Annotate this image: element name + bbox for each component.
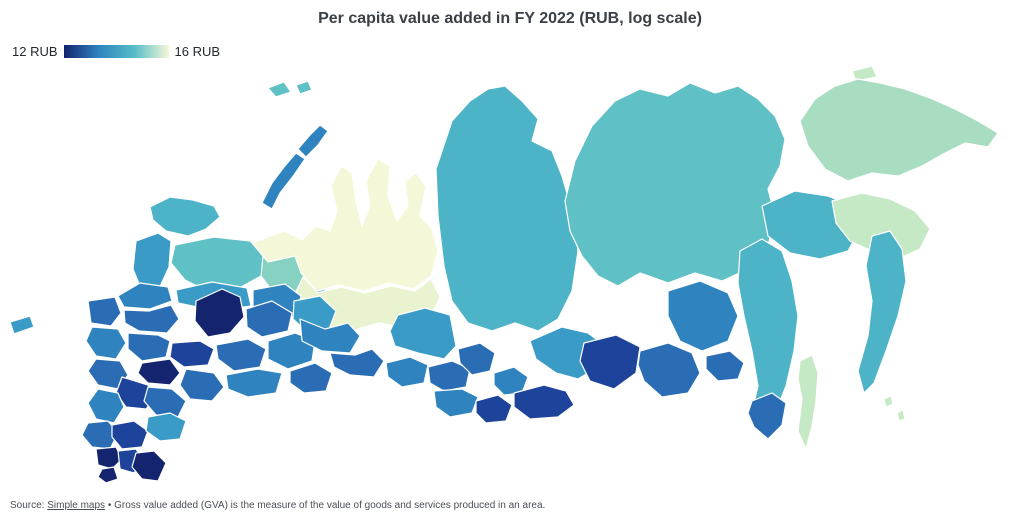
map-region[interactable] (261, 152, 306, 210)
map-region[interactable] (87, 296, 122, 327)
map-region[interactable] (297, 124, 329, 158)
map-region[interactable] (705, 350, 745, 382)
legend-max-label: 16 RUB (174, 44, 221, 59)
map-region[interactable] (111, 420, 149, 450)
map-region[interactable] (169, 340, 215, 368)
map-region[interactable] (747, 392, 787, 440)
map-region[interactable] (179, 368, 225, 402)
color-legend: 12 RUB 16 RUB (12, 44, 220, 59)
map-region[interactable] (295, 80, 313, 95)
legend-gradient-bar (63, 45, 169, 58)
map-region[interactable] (127, 332, 171, 362)
map-region[interactable] (9, 315, 35, 335)
map-region[interactable] (883, 395, 894, 408)
map-region[interactable] (149, 196, 221, 237)
map-region[interactable] (251, 158, 439, 292)
map-region[interactable] (145, 412, 187, 442)
map-region[interactable] (637, 342, 701, 398)
map-region[interactable] (87, 388, 125, 424)
map-region[interactable] (95, 446, 123, 470)
source-prefix: Source: (10, 500, 45, 511)
map-region[interactable] (851, 65, 878, 82)
map-region[interactable] (564, 82, 786, 287)
source-note: Source: Simple maps • Gross value added … (10, 500, 545, 511)
page-title: Per capita value added in FY 2022 (RUB, … (318, 10, 702, 27)
map-region[interactable] (97, 466, 119, 484)
map-region[interactable] (123, 304, 180, 334)
map-region[interactable] (513, 384, 575, 420)
map-region[interactable] (667, 280, 739, 352)
map-region[interactable] (427, 360, 471, 392)
source-link[interactable]: Simple maps (47, 500, 106, 511)
map-region[interactable] (299, 318, 361, 354)
map-region[interactable] (267, 81, 292, 98)
map-region[interactable] (245, 300, 293, 338)
map-region[interactable] (799, 78, 999, 182)
map-region[interactable] (857, 230, 907, 394)
gva-note: Gross value added (GVA) is the measure o… (114, 500, 546, 511)
map-region[interactable] (433, 388, 479, 418)
map-region[interactable] (475, 394, 513, 424)
map-region[interactable] (137, 358, 181, 386)
map-region[interactable] (385, 356, 429, 388)
map-region[interactable] (194, 288, 245, 338)
map-region[interactable] (117, 282, 173, 310)
map-region[interactable] (225, 368, 283, 398)
map-region[interactable] (85, 326, 127, 360)
map-region[interactable] (389, 307, 457, 360)
map-region[interactable] (831, 192, 931, 260)
map-region[interactable] (170, 236, 267, 293)
map-region[interactable] (457, 342, 496, 376)
map-region[interactable] (579, 334, 641, 390)
map-region[interactable] (329, 348, 385, 378)
map-region[interactable] (143, 386, 187, 418)
legend-min-label: 12 RUB (12, 44, 58, 59)
map-region[interactable] (435, 85, 579, 332)
map-region[interactable] (132, 232, 172, 297)
map-region[interactable] (215, 338, 267, 372)
map-region[interactable] (797, 354, 819, 450)
map-region[interactable] (131, 450, 167, 482)
footer-separator: • (107, 500, 112, 511)
map-region[interactable] (896, 409, 906, 422)
map-region[interactable] (289, 362, 333, 394)
